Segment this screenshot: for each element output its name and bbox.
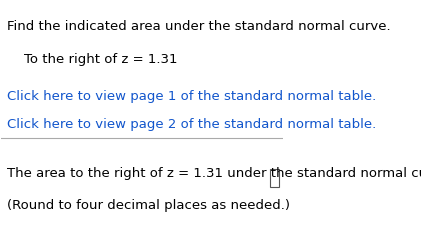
Text: To the right of z = 1.31: To the right of z = 1.31	[24, 53, 177, 66]
FancyBboxPatch shape	[270, 169, 279, 187]
Text: The area to the right of z = 1.31 under the standard normal curve is: The area to the right of z = 1.31 under …	[7, 167, 421, 180]
Text: Click here to view page 1 of the standard normal table.: Click here to view page 1 of the standar…	[7, 90, 376, 103]
Text: (Round to four decimal places as needed.): (Round to four decimal places as needed.…	[7, 199, 290, 212]
Text: Click here to view page 2 of the standard normal table.: Click here to view page 2 of the standar…	[7, 118, 376, 131]
Text: Find the indicated area under the standard normal curve.: Find the indicated area under the standa…	[7, 20, 391, 33]
